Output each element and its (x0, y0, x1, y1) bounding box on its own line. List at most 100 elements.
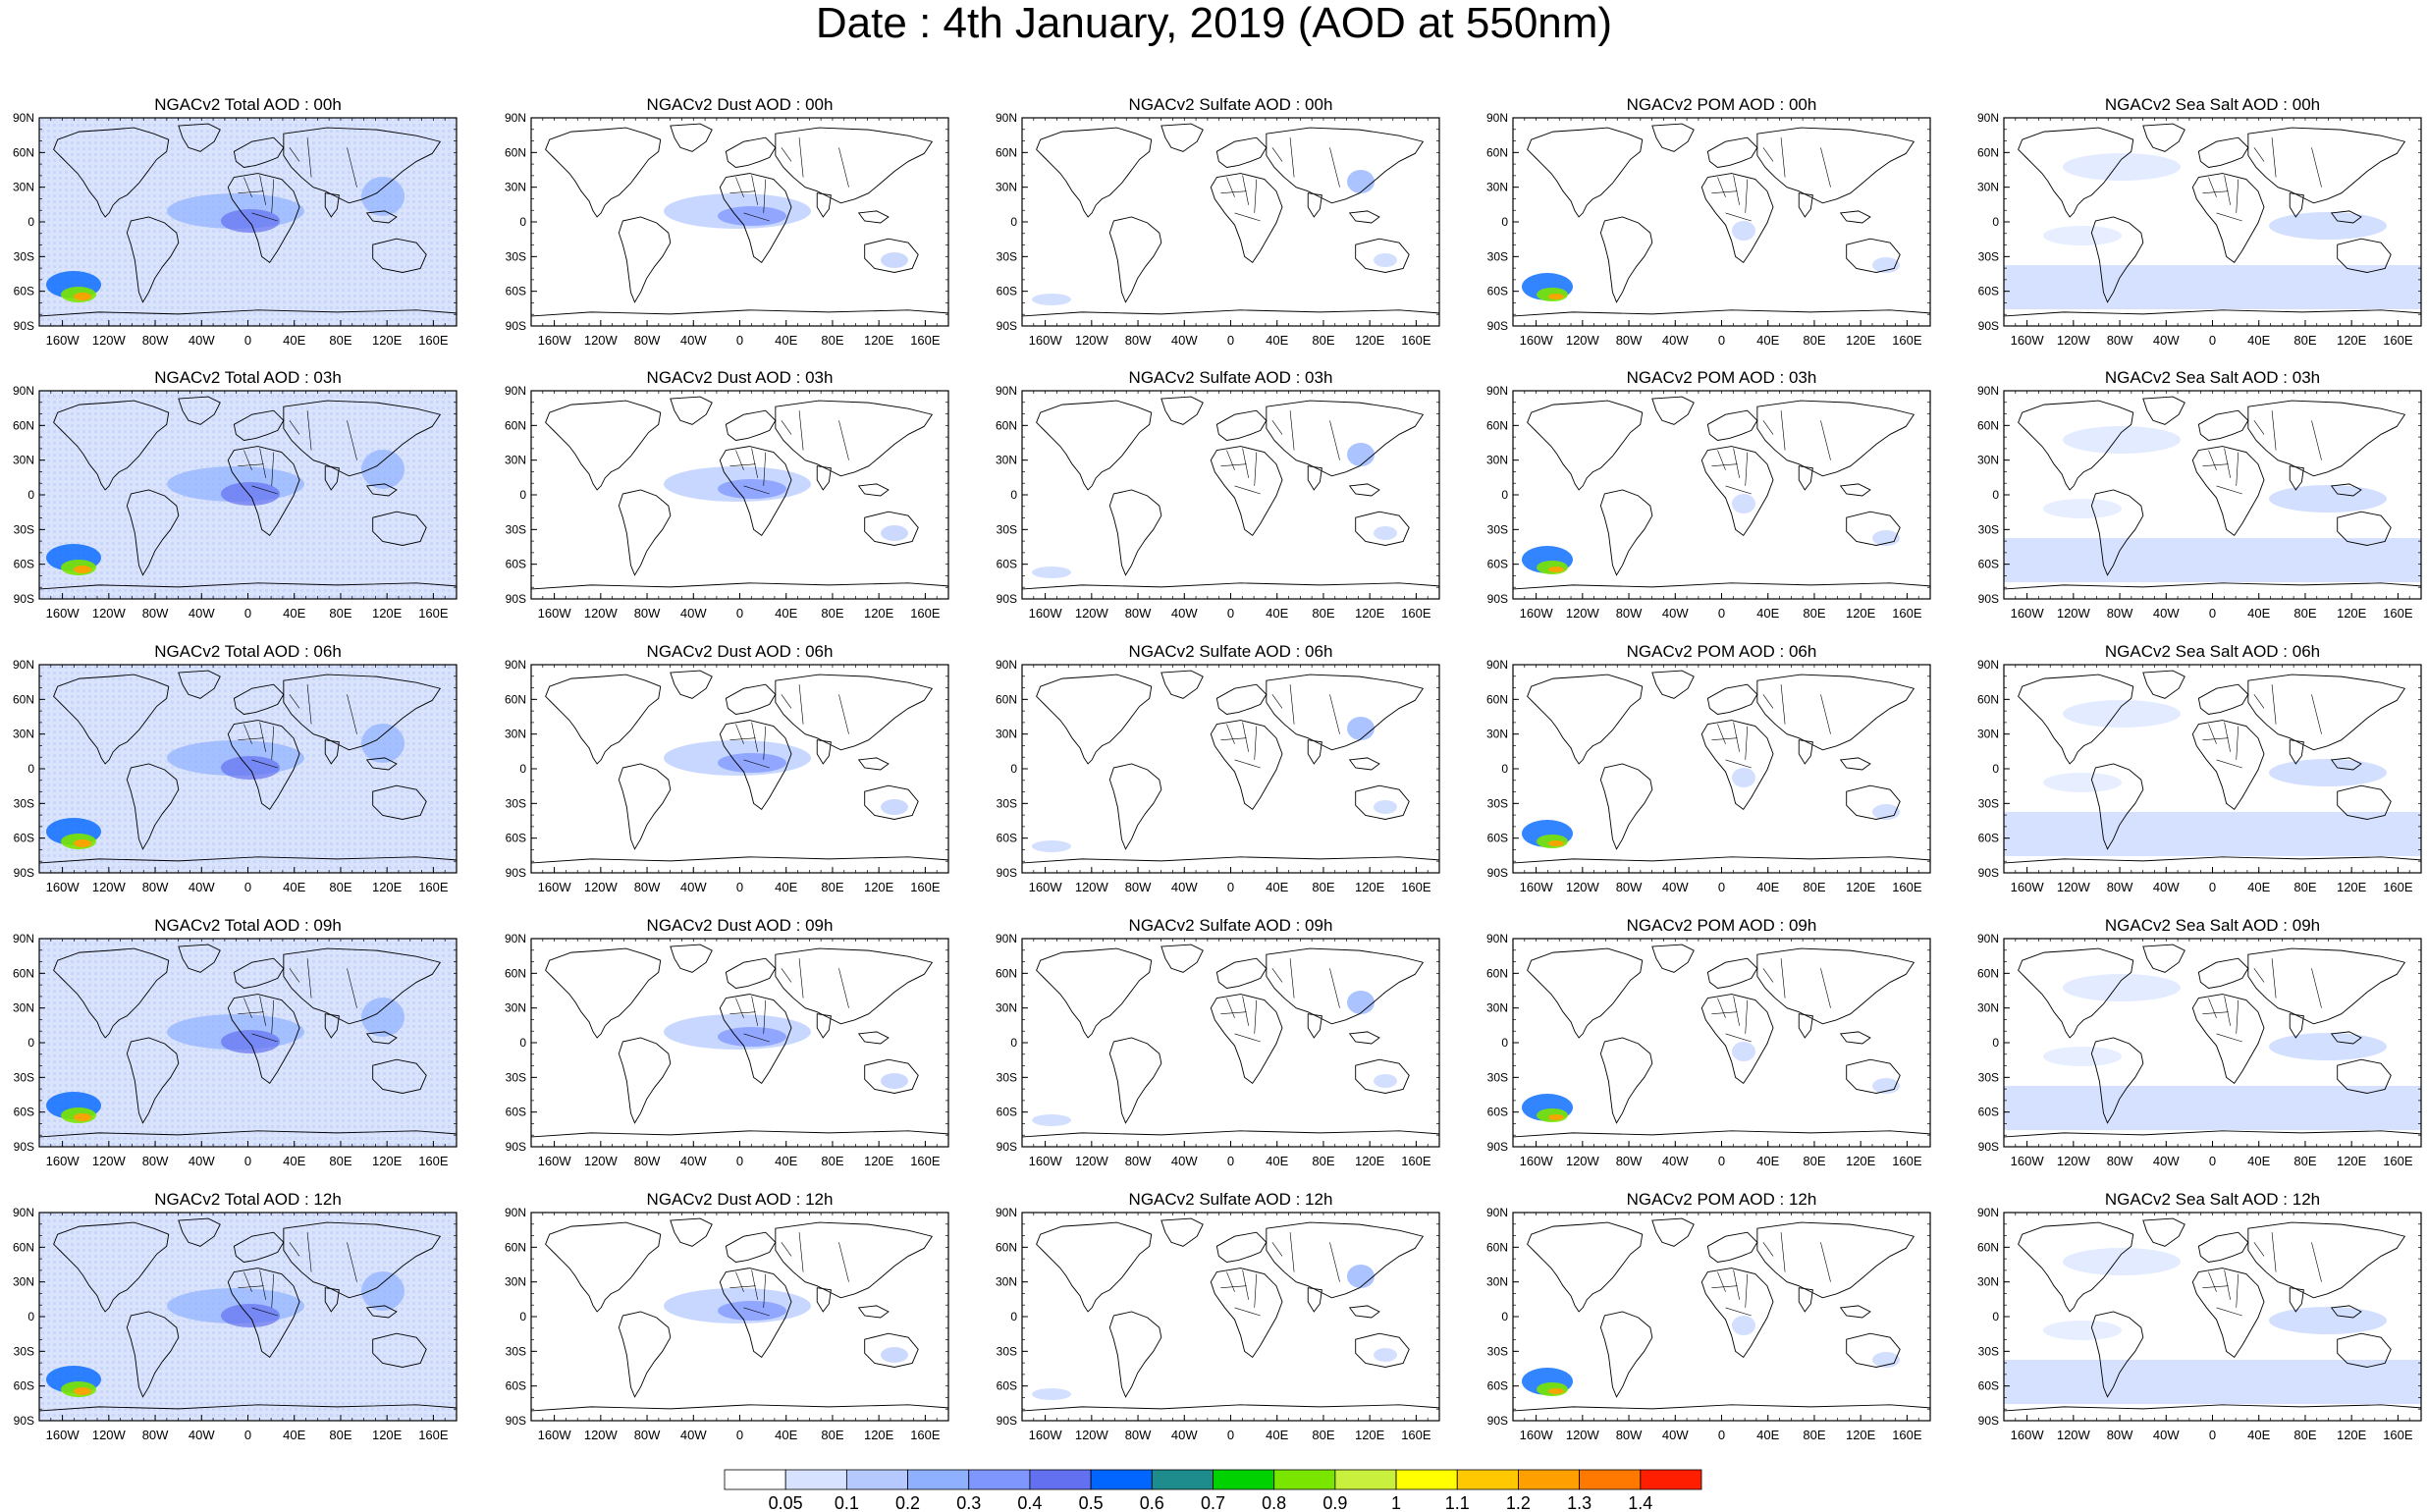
lon-tick-label: 160E (1401, 1154, 1431, 1168)
lon-tick-label: 80E (821, 333, 843, 348)
lat-tick-label: 30N (1977, 728, 1999, 741)
lon-tick-label: 120W (1566, 1154, 1600, 1168)
lon-tick-label: 80W (2107, 1154, 2133, 1168)
lon-tick-label: 160W (46, 1428, 81, 1442)
map-panel-pom-3: NGACv2 POM AOD : 09h 90N 60N 30N 0 30S 60S 90S 1… (1486, 916, 1931, 1168)
lon-tick-label: 160E (910, 1428, 941, 1442)
lon-tick-label: 40W (1662, 880, 1689, 894)
lon-tick-label: 160E (2383, 1154, 2413, 1168)
lat-tick-label: 90S (14, 1414, 34, 1428)
lon-tick-label: 120W (584, 1154, 619, 1168)
lon-tick-label: 80E (1803, 1154, 1825, 1168)
lat-tick-label: 60S (997, 1379, 1017, 1393)
lon-tick-label: 80W (1125, 880, 1152, 894)
lat-tick-label: 90N (505, 932, 526, 945)
lat-tick-label: 90S (506, 1414, 526, 1428)
lon-tick-label: 40W (189, 1154, 215, 1168)
lat-tick-label: 30S (997, 1344, 1017, 1358)
lat-tick-label: 60N (505, 966, 526, 980)
lat-tick-label: 30N (1977, 454, 1999, 467)
lon-tick-label: 80W (142, 606, 169, 621)
lat-tick-label: 0 (1010, 1310, 1017, 1323)
lon-tick-label: 40E (2247, 1154, 2270, 1168)
lon-tick-label: 40E (775, 333, 797, 348)
lat-tick-label: 0 (27, 1310, 34, 1323)
lat-tick-label: 90S (14, 866, 34, 880)
lat-tick-label: 0 (1501, 762, 1508, 776)
lat-tick-label: 90N (996, 658, 1017, 672)
lon-tick-label: 120E (1355, 880, 1385, 894)
lat-tick-label: 60S (14, 285, 34, 298)
lat-tick-label: 90S (1487, 866, 1508, 880)
lat-tick-label: 30N (505, 454, 526, 467)
lon-tick-label: 80W (1125, 606, 1152, 621)
lat-tick-label: 90S (506, 592, 526, 606)
lon-tick-label: 160W (1520, 880, 1554, 894)
lon-tick-label: 40W (1171, 1154, 1198, 1168)
lat-tick-label: 0 (1010, 488, 1017, 502)
lon-tick-label: 0 (2209, 333, 2216, 348)
lat-tick-label: 30N (505, 1001, 526, 1015)
panel-title: NGACv2 POM AOD : 12h (1627, 1190, 1817, 1209)
colorbar-swatch (1029, 1469, 1092, 1490)
lat-tick-label: 0 (27, 488, 34, 502)
lat-tick-label: 0 (1992, 1310, 1999, 1323)
lon-tick-label: 40E (775, 1154, 797, 1168)
figure-title: Date : 4th January, 2019 (AOD at 550nm) (815, 0, 1613, 47)
lon-tick-label: 80E (2293, 1428, 2316, 1442)
colorbar-swatch (1334, 1469, 1397, 1490)
lon-tick-label: 160W (46, 333, 81, 348)
panel-title: NGACv2 Dust AOD : 00h (647, 95, 834, 114)
lat-tick-label: 0 (519, 488, 526, 502)
lon-tick-label: 120E (1355, 606, 1385, 621)
lat-tick-label: 30S (506, 796, 526, 810)
lon-tick-label: 160W (1029, 1154, 1063, 1168)
lon-tick-label: 120W (1075, 333, 1109, 348)
lon-tick-label: 160E (418, 606, 449, 621)
lon-tick-label: 160E (418, 1428, 449, 1442)
lon-tick-label: 120E (2337, 606, 2367, 621)
lon-tick-label: 40W (680, 1428, 707, 1442)
lon-tick-label: 40E (283, 880, 305, 894)
lon-tick-label: 80E (1803, 606, 1825, 621)
lon-tick-label: 160W (2011, 1428, 2045, 1442)
panel-title: NGACv2 Sea Salt AOD : 00h (2105, 95, 2320, 114)
lon-tick-label: 160E (1892, 880, 1922, 894)
panel-title: NGACv2 Dust AOD : 03h (647, 368, 834, 387)
lon-tick-label: 160E (910, 880, 941, 894)
colorbar-label: 1.4 (1628, 1493, 1652, 1512)
lon-tick-label: 120W (92, 1428, 127, 1442)
lon-tick-label: 120E (1846, 333, 1876, 348)
lat-tick-label: 60N (996, 692, 1017, 706)
lon-tick-label: 40E (283, 333, 305, 348)
panel-title: NGACv2 Dust AOD : 09h (647, 916, 834, 935)
lon-tick-label: 0 (244, 606, 251, 621)
lat-tick-label: 30S (1487, 522, 1508, 536)
lat-tick-label: 90S (1978, 592, 1999, 606)
lon-tick-label: 80W (2107, 1428, 2133, 1442)
lat-tick-label: 60N (13, 1240, 34, 1254)
lon-tick-label: 80E (821, 1154, 843, 1168)
lon-tick-label: 160W (538, 606, 572, 621)
lat-tick-label: 0 (1501, 488, 1508, 502)
lon-tick-label: 40E (283, 1154, 305, 1168)
lon-tick-label: 160W (538, 1154, 572, 1168)
lat-tick-label: 30S (506, 1344, 526, 1358)
lon-tick-label: 0 (2209, 1154, 2216, 1168)
map-panel-total-1: NGACv2 Total AOD : 03h 90N 60N 30N 0 30S 60S 90… (13, 368, 458, 621)
panel-title: NGACv2 Sulfate AOD : 06h (1129, 642, 1333, 661)
lon-tick-label: 120E (372, 880, 403, 894)
lat-tick-label: 30S (1487, 1344, 1508, 1358)
lat-tick-label: 60N (13, 145, 34, 159)
lon-tick-label: 0 (1718, 333, 1725, 348)
lat-tick-label: 60N (1486, 418, 1508, 432)
lon-tick-label: 80W (142, 1154, 169, 1168)
lat-tick-label: 30N (505, 181, 526, 194)
lon-tick-label: 40W (1171, 333, 1198, 348)
lon-tick-label: 80E (1312, 1154, 1334, 1168)
lon-tick-label: 120E (864, 1428, 894, 1442)
lat-tick-label: 30N (505, 1275, 526, 1289)
lat-tick-label: 60S (1978, 285, 1999, 298)
coastline (531, 670, 948, 864)
